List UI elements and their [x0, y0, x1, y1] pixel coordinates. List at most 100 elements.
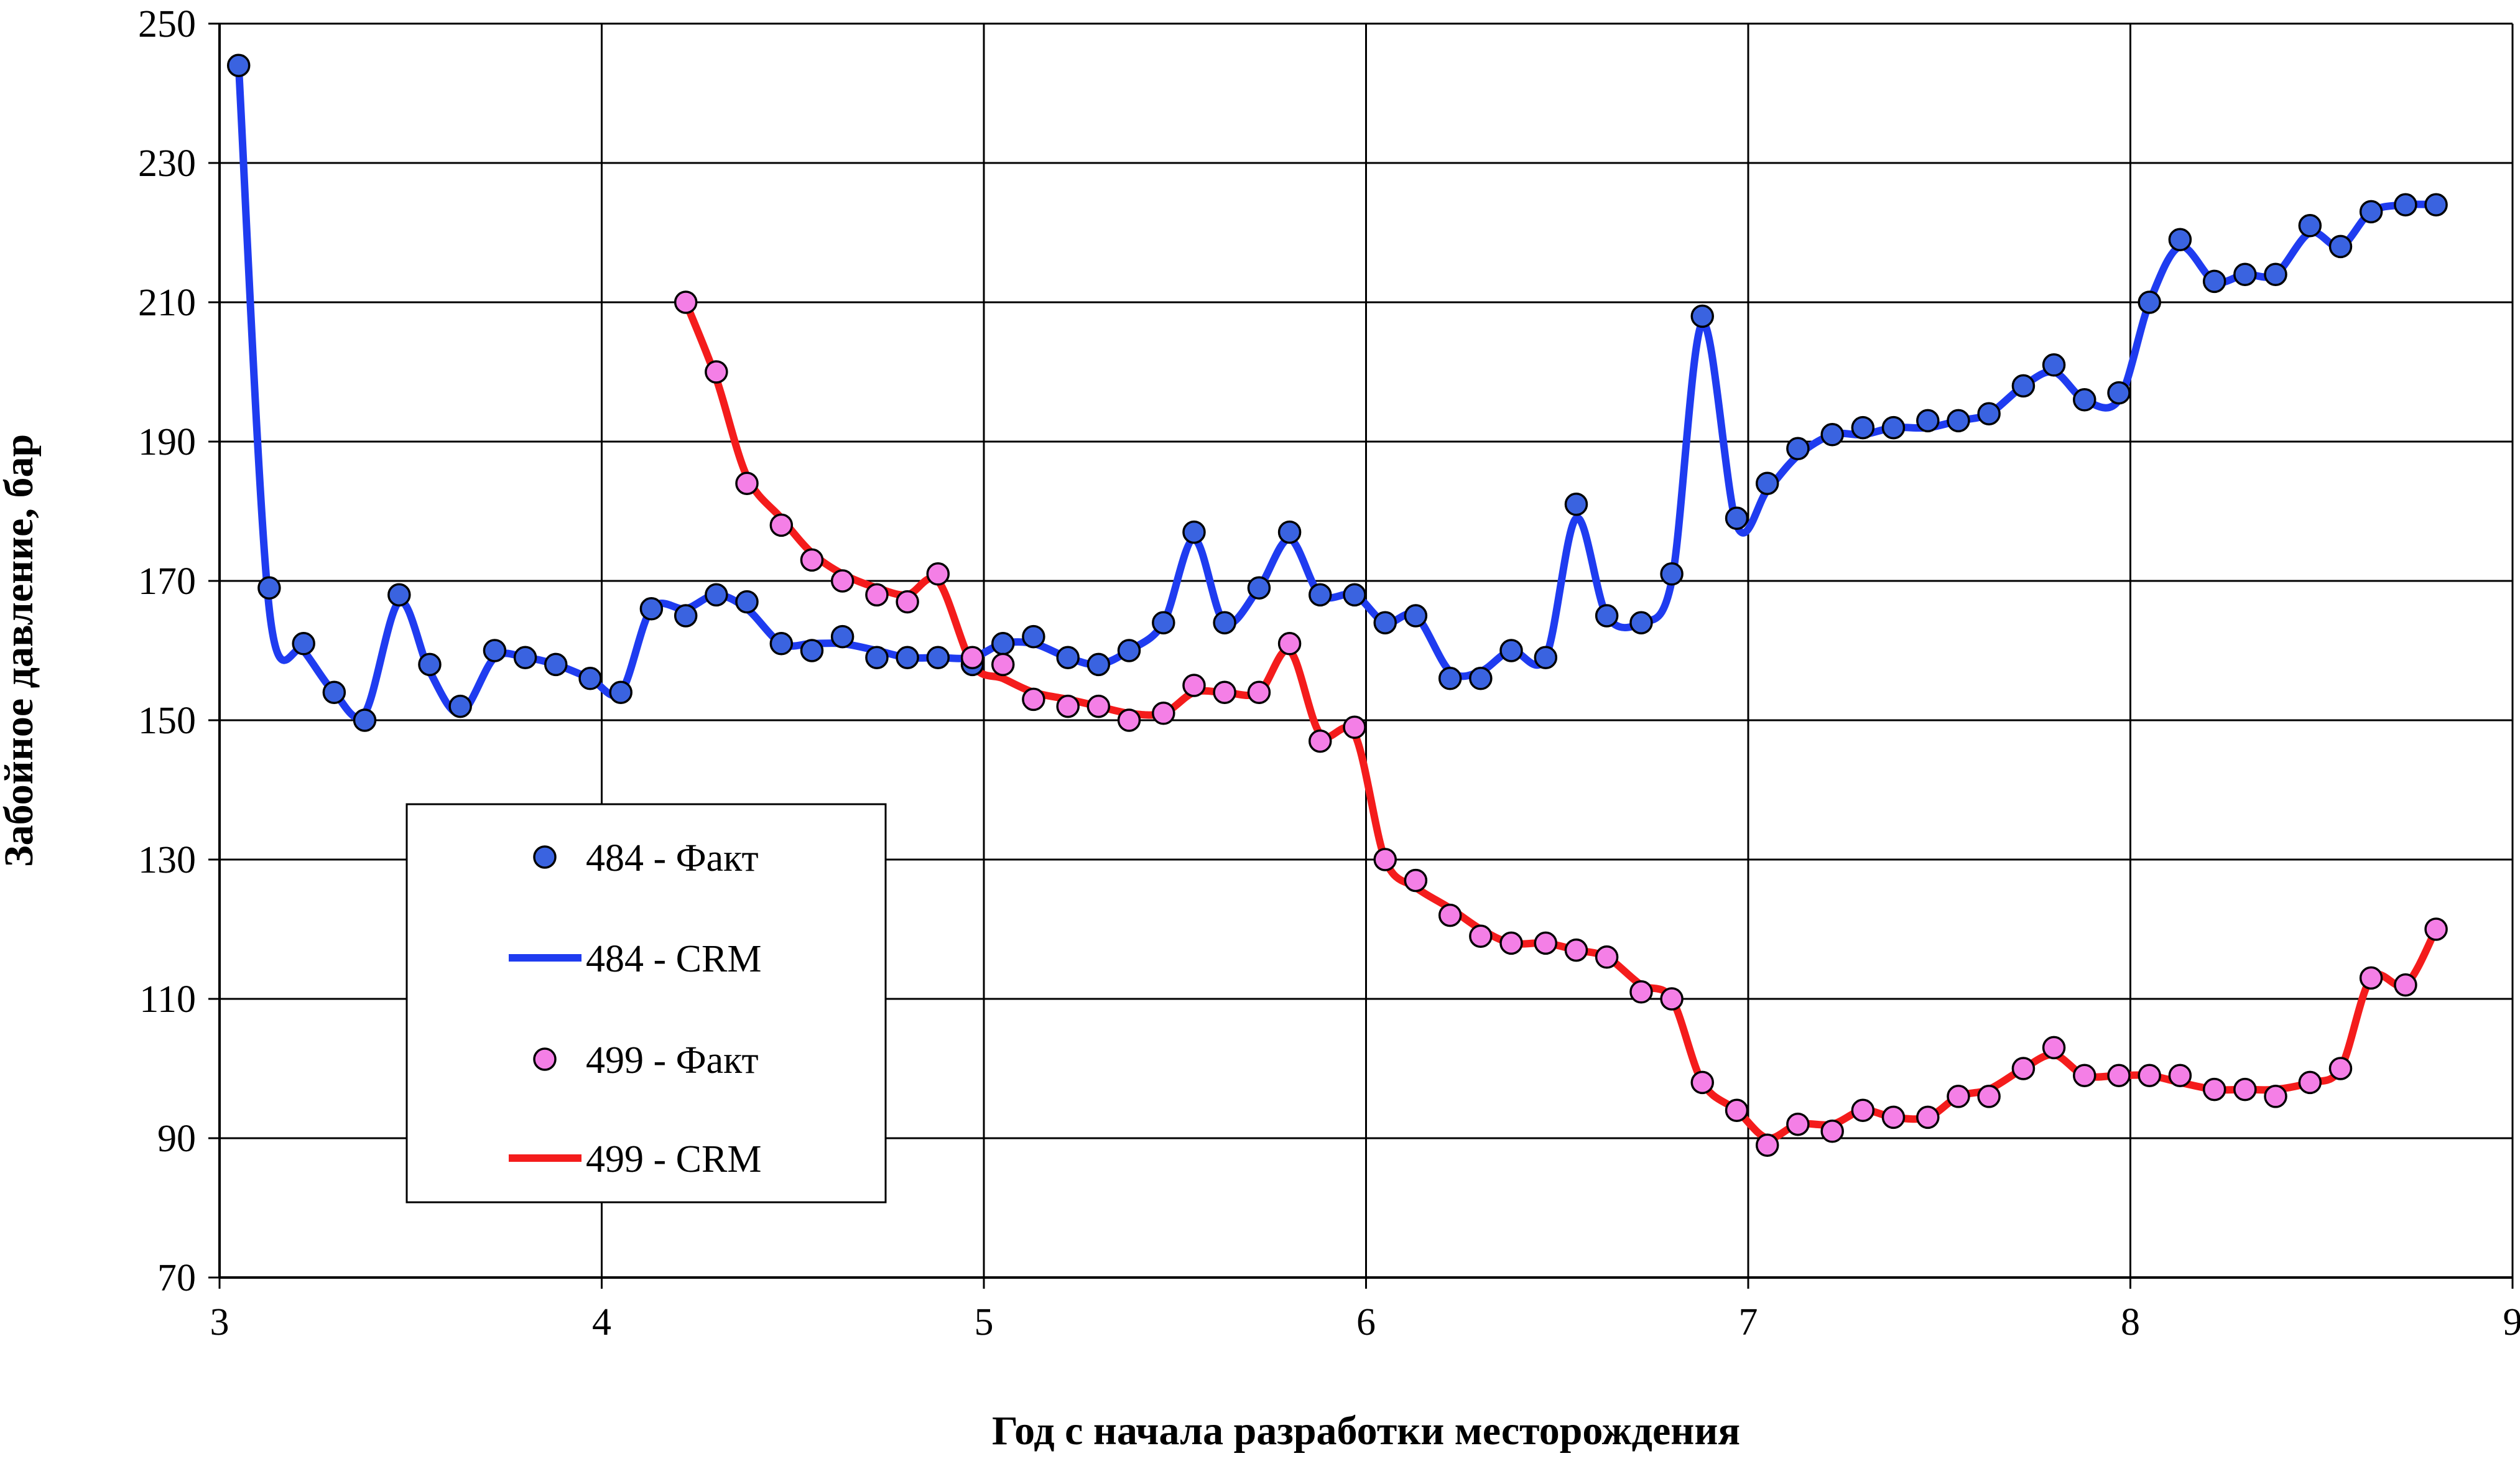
legend-label-1: 484 - CRM: [586, 938, 761, 980]
series-0-point-44: [1629, 611, 1653, 634]
series-0-point-41: [1534, 646, 1558, 669]
series-2-point-13: [1086, 694, 1111, 718]
series-0-point-27: [1086, 652, 1111, 677]
series-2-point-23: [1404, 868, 1428, 893]
series-0-point-24: [991, 632, 1015, 656]
series-2-point-28: [1564, 938, 1588, 962]
series-2-point-10: [991, 652, 1015, 677]
series-2-point-12: [1056, 694, 1080, 718]
y-tick-label-8: 230: [138, 142, 196, 185]
series-0-point-0: [226, 53, 251, 77]
series-2-point-30: [1629, 980, 1653, 1004]
series-0-point-14: [674, 604, 698, 628]
y-tick-label-0: 70: [157, 1257, 196, 1299]
series-2-point-0: [674, 290, 698, 314]
series-2-point-41: [1977, 1085, 2001, 1108]
series-0-point-37: [1404, 604, 1428, 628]
series-2-point-50: [2264, 1085, 2287, 1108]
series-0-point-34: [1309, 583, 1332, 607]
series-2-point-43: [2042, 1036, 2066, 1060]
series-0-point-53: [1916, 409, 1940, 433]
series-2-point-31: [1660, 987, 1684, 1011]
series-0-point-26: [1056, 646, 1080, 669]
series-2-point-11: [1022, 687, 1045, 712]
axes: 3 4 5 6 7 8 9 70 90 110 130 150 170 190 210 230 250: [138, 3, 2520, 1343]
x-tick-label-3: 6: [1356, 1301, 1376, 1343]
series-2-point-21: [1343, 715, 1366, 739]
legend-swatch-2: [533, 1047, 557, 1071]
series-0-point-22: [926, 646, 950, 669]
series-2-point-53: [2359, 966, 2383, 990]
x-tick-label-6: 9: [2503, 1301, 2520, 1343]
series-2-point-35: [1786, 1112, 1810, 1136]
series-2-point-49: [2233, 1077, 2257, 1102]
series-2-point-42: [2011, 1057, 2036, 1080]
series-2-point-52: [2328, 1057, 2353, 1080]
series-0-point-57: [2042, 353, 2066, 377]
series-2-point-36: [1820, 1120, 1844, 1143]
series-0-point-20: [865, 646, 889, 669]
series-0-point-38: [1438, 667, 1462, 690]
series-2-point-37: [1851, 1098, 1875, 1122]
series-2-point-33: [1725, 1098, 1749, 1122]
series-0-point-42: [1564, 493, 1588, 516]
series-0-point-12: [609, 680, 632, 704]
series-2-point-14: [1117, 708, 1141, 732]
series-2-point-27: [1534, 931, 1558, 955]
series-2-point-1: [705, 360, 728, 384]
series-0-point-30: [1182, 520, 1206, 544]
series-0-point-25: [1022, 624, 1045, 649]
series-2-point-2: [735, 471, 759, 495]
series-0-point-55: [1977, 402, 2001, 425]
series-2-point-51: [2298, 1070, 2322, 1095]
series-2-point-18: [1247, 680, 1271, 704]
series-2-point-17: [1213, 680, 1236, 704]
series-0-point-65: [2298, 214, 2322, 238]
series-0-point-17: [769, 632, 794, 656]
series-2-point-48: [2202, 1077, 2226, 1102]
series-2-point-5: [830, 569, 855, 593]
series-0-point-2: [292, 632, 315, 656]
series-0-point-66: [2328, 234, 2353, 259]
series-2: [674, 290, 2448, 1157]
x-tick-label-5: 8: [2121, 1301, 2140, 1343]
series-0-point-49: [1786, 437, 1810, 460]
series-2-point-38: [1881, 1105, 1906, 1129]
x-axis-title: Год с начала разработки месторождения: [992, 1408, 1740, 1454]
y-tick-label-5: 170: [138, 560, 196, 603]
series-2-point-19: [1277, 632, 1302, 656]
series-0-point-47: [1725, 506, 1749, 530]
legend-swatch-0: [533, 845, 557, 869]
series-2-point-7: [896, 590, 919, 614]
plot-area: [226, 53, 2448, 1157]
series-2-point-45: [2107, 1064, 2131, 1087]
series-2-point-55: [2424, 917, 2448, 941]
series-2-point-46: [2138, 1064, 2161, 1087]
legend-label-3: 499 - CRM: [586, 1138, 761, 1180]
series-0-point-46: [1690, 304, 1715, 328]
series-2-point-16: [1182, 674, 1206, 697]
series-0-point-64: [2264, 262, 2287, 286]
series-0-point-69: [2424, 193, 2448, 216]
series-2-point-40: [1947, 1085, 1970, 1108]
series-0-point-52: [1881, 415, 1906, 440]
series-2-point-32: [1690, 1070, 1715, 1095]
series-0-point-3: [322, 680, 346, 704]
series-2-point-54: [2394, 973, 2417, 997]
series-0-point-16: [735, 590, 759, 614]
series-0-point-6: [418, 652, 442, 677]
legend-label-0: 484 - Факт: [586, 837, 759, 879]
series-0-point-54: [1947, 409, 1970, 433]
series-0-point-9: [513, 646, 537, 669]
y-tick-label-1: 90: [157, 1118, 196, 1160]
series-0-point-60: [2138, 290, 2161, 314]
series-0-point-59: [2107, 381, 2131, 405]
x-tick-label-0: 3: [210, 1301, 229, 1343]
x-tick-label-1: 4: [592, 1301, 611, 1343]
series-0-point-8: [483, 639, 507, 662]
series-0-point-35: [1343, 583, 1366, 607]
series-2-point-26: [1499, 931, 1523, 955]
series-0-point-15: [705, 583, 728, 607]
series-2-point-47: [2168, 1064, 2192, 1087]
series-0-point-62: [2202, 269, 2226, 294]
